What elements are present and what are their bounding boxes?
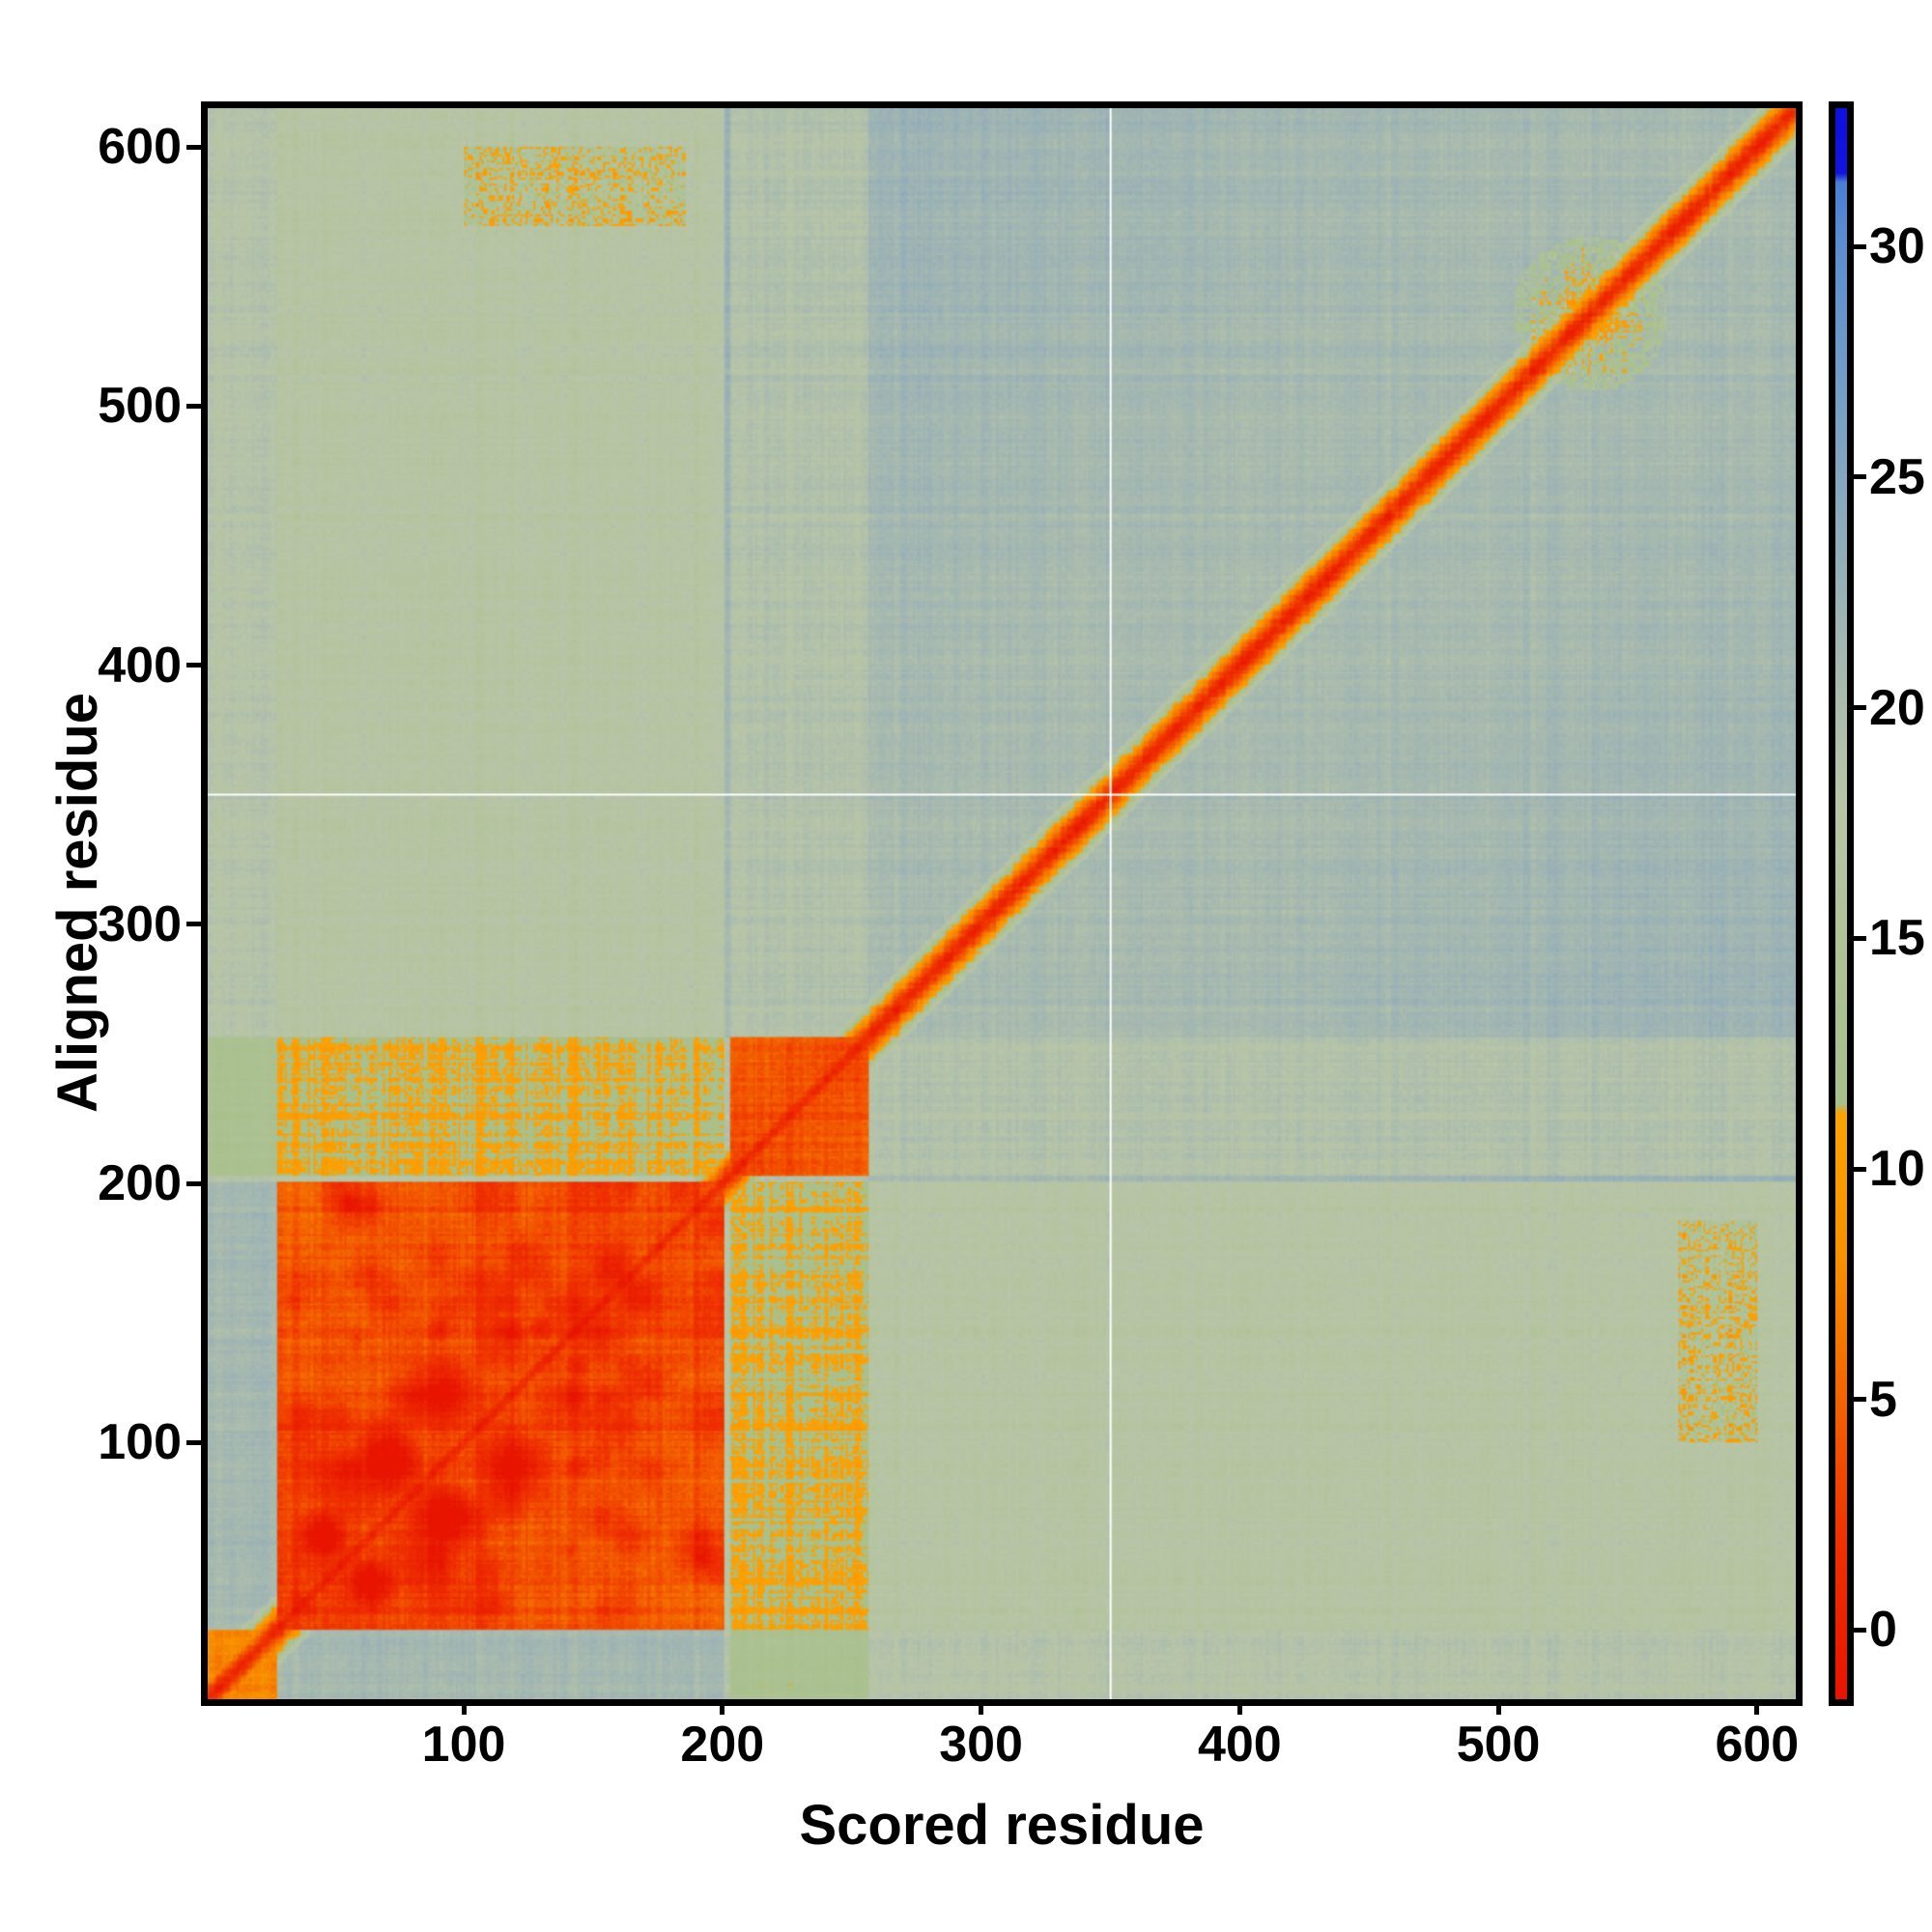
colorbar-tick — [1854, 705, 1866, 711]
colorbar-tick — [1854, 474, 1866, 480]
y-tick-label: 400 — [98, 637, 182, 694]
y-tick-label: 300 — [98, 895, 182, 952]
x-tick — [1754, 1699, 1760, 1715]
colorbar-tick-label: 5 — [1869, 1371, 1897, 1428]
y-tick — [186, 663, 202, 668]
y-tick-label: 200 — [98, 1155, 182, 1212]
x-tick — [461, 1699, 467, 1715]
colorbar-tick-label: 15 — [1869, 910, 1925, 967]
y-axis-title: Aligned residue — [46, 692, 109, 1114]
colorbar-tick — [1854, 935, 1866, 941]
x-tick-label: 100 — [421, 1717, 506, 1773]
x-axis-title: Scored residue — [799, 1794, 1205, 1857]
x-tick-label: 200 — [680, 1717, 765, 1773]
y-tick — [186, 1439, 202, 1445]
y-tick-label: 100 — [98, 1414, 182, 1471]
colorbar-tick-label: 30 — [1869, 218, 1925, 275]
colorbar-gradient — [1835, 108, 1847, 1699]
x-tick — [979, 1699, 984, 1715]
colorbar-tick — [1854, 1397, 1866, 1403]
colorbar-tick-label: 25 — [1869, 448, 1925, 505]
x-tick-label: 400 — [1197, 1717, 1282, 1773]
heatmap-plot-area — [201, 101, 1803, 1706]
y-tick — [186, 1180, 202, 1186]
y-tick — [186, 403, 202, 409]
colorbar-tick-label: 10 — [1869, 1141, 1925, 1197]
colorbar-tick-label: 0 — [1869, 1602, 1897, 1659]
pae-heatmap-canvas — [208, 108, 1796, 1699]
colorbar-group: 0 5 10 15 20 25 30 — [1829, 101, 1925, 1706]
colorbar — [1829, 101, 1854, 1706]
x-tick — [1236, 1699, 1242, 1715]
colorbar-tick — [1854, 1166, 1866, 1172]
colorbar-tick-label: 20 — [1869, 679, 1925, 736]
colorbar-tick — [1854, 1627, 1866, 1633]
x-tick — [720, 1699, 725, 1715]
y-tick — [186, 922, 202, 927]
x-tick-label: 600 — [1715, 1717, 1800, 1773]
colorbar-tick — [1854, 243, 1866, 249]
y-tick-label: 600 — [98, 119, 182, 176]
y-tick — [186, 144, 202, 150]
x-tick-label: 300 — [939, 1717, 1023, 1773]
y-tick-label: 500 — [98, 378, 182, 435]
x-tick-label: 500 — [1456, 1717, 1541, 1773]
x-tick — [1495, 1699, 1501, 1715]
